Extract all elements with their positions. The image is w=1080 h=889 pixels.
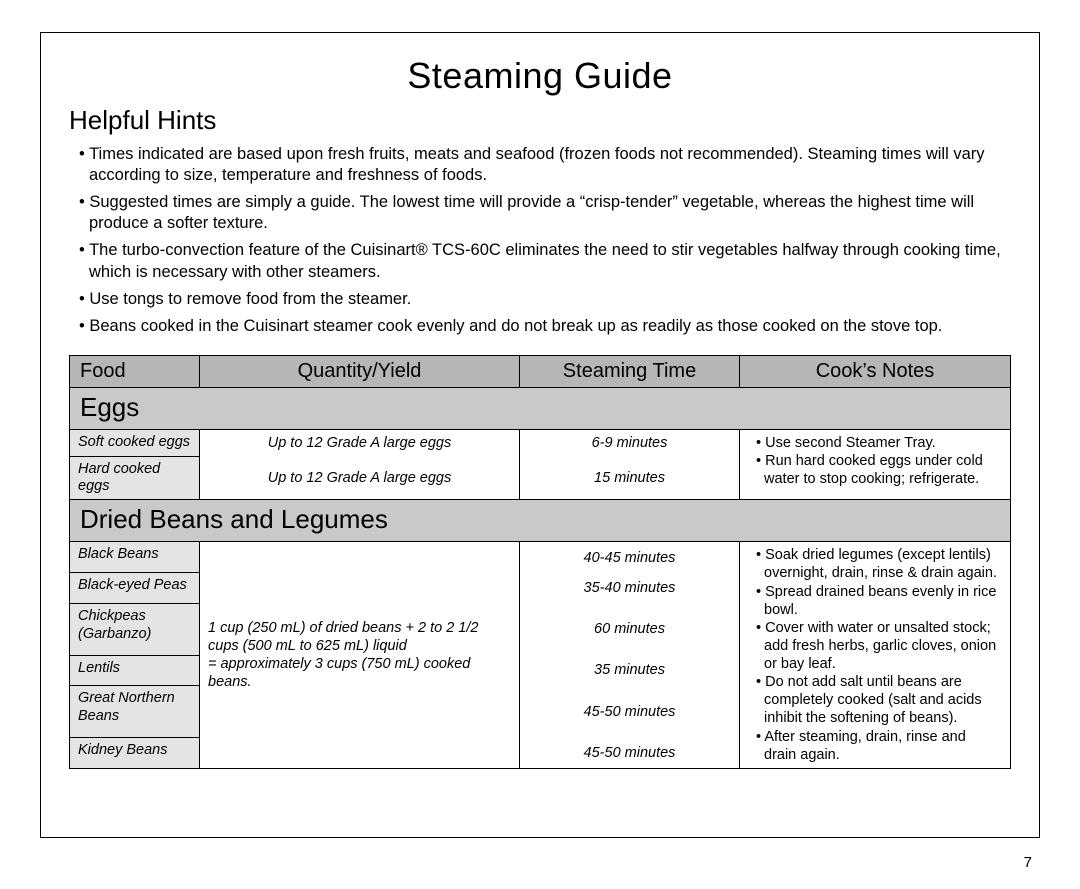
col-food: Food — [70, 355, 200, 387]
section-title: Dried Beans and Legumes — [70, 500, 1011, 542]
time-cell: 15 minutes — [520, 456, 740, 500]
note-item: After steaming, drain, rinse and drain a… — [756, 728, 1002, 764]
col-notes: Cook’s Notes — [740, 355, 1011, 387]
food-cell: Lentils — [70, 655, 200, 686]
note-item: Do not add salt until beans are complete… — [756, 673, 1002, 727]
food-cell: Black-eyed Peas — [70, 573, 200, 604]
qty-cell-shared: 1 cup (250 mL) of dried beans + 2 to 2 1… — [200, 542, 520, 769]
hints-heading: Helpful Hints — [69, 105, 1011, 136]
time-cell: 45-50 minutes — [520, 737, 740, 768]
time-cell: 35-40 minutes — [520, 573, 740, 604]
food-cell: Chickpeas (Garbanzo) — [70, 604, 200, 655]
table-row: Black Beans 1 cup (250 mL) of dried bean… — [70, 542, 1011, 573]
hints-list: Times indicated are based upon fresh fru… — [69, 144, 1011, 337]
note-item: Spread drained beans evenly in rice bowl… — [756, 583, 1002, 619]
table-row: Soft cooked eggs Up to 12 Grade A large … — [70, 429, 1011, 456]
notes-cell: Use second Steamer Tray. Run hard cooked… — [740, 429, 1011, 499]
hint-item: Suggested times are simply a guide. The … — [79, 192, 1011, 234]
content-frame: Steaming Guide Helpful Hints Times indic… — [40, 32, 1040, 838]
time-cell: 60 minutes — [520, 604, 740, 655]
note-item: Soak dried legumes (except lentils) over… — [756, 546, 1002, 582]
col-qty: Quantity/Yield — [200, 355, 520, 387]
qty-cell: Up to 12 Grade A large eggs — [200, 456, 520, 500]
notes-cell: Soak dried legumes (except lentils) over… — [740, 542, 1011, 769]
food-cell: Soft cooked eggs — [70, 429, 200, 456]
hint-item: Use tongs to remove food from the steame… — [79, 289, 1011, 310]
food-cell: Great Northern Beans — [70, 686, 200, 737]
food-cell: Hard cooked eggs — [70, 456, 200, 500]
note-item: Cover with water or unsalted stock; add … — [756, 619, 1002, 673]
qty-cell: Up to 12 Grade A large eggs — [200, 429, 520, 456]
time-cell: 6-9 minutes — [520, 429, 740, 456]
time-cell: 35 minutes — [520, 655, 740, 686]
food-cell: Kidney Beans — [70, 737, 200, 768]
hint-item: Beans cooked in the Cuisinart steamer co… — [79, 316, 1011, 337]
hint-item: Times indicated are based upon fresh fru… — [79, 144, 1011, 186]
food-cell: Black Beans — [70, 542, 200, 573]
hint-item: The turbo-convection feature of the Cuis… — [79, 240, 1011, 282]
page-title: Steaming Guide — [69, 55, 1011, 97]
section-header-eggs: Eggs — [70, 387, 1011, 429]
note-item: Use second Steamer Tray. — [756, 434, 1002, 452]
section-header-beans: Dried Beans and Legumes — [70, 500, 1011, 542]
time-cell: 40-45 minutes — [520, 542, 740, 573]
section-title: Eggs — [70, 387, 1011, 429]
time-cell: 45-50 minutes — [520, 686, 740, 737]
page: Steaming Guide Helpful Hints Times indic… — [0, 0, 1080, 889]
col-time: Steaming Time — [520, 355, 740, 387]
note-item: Run hard cooked eggs under cold water to… — [756, 452, 1002, 488]
table-header-row: Food Quantity/Yield Steaming Time Cook’s… — [70, 355, 1011, 387]
page-number: 7 — [1024, 854, 1032, 871]
steaming-guide-table: Food Quantity/Yield Steaming Time Cook’s… — [69, 355, 1011, 769]
